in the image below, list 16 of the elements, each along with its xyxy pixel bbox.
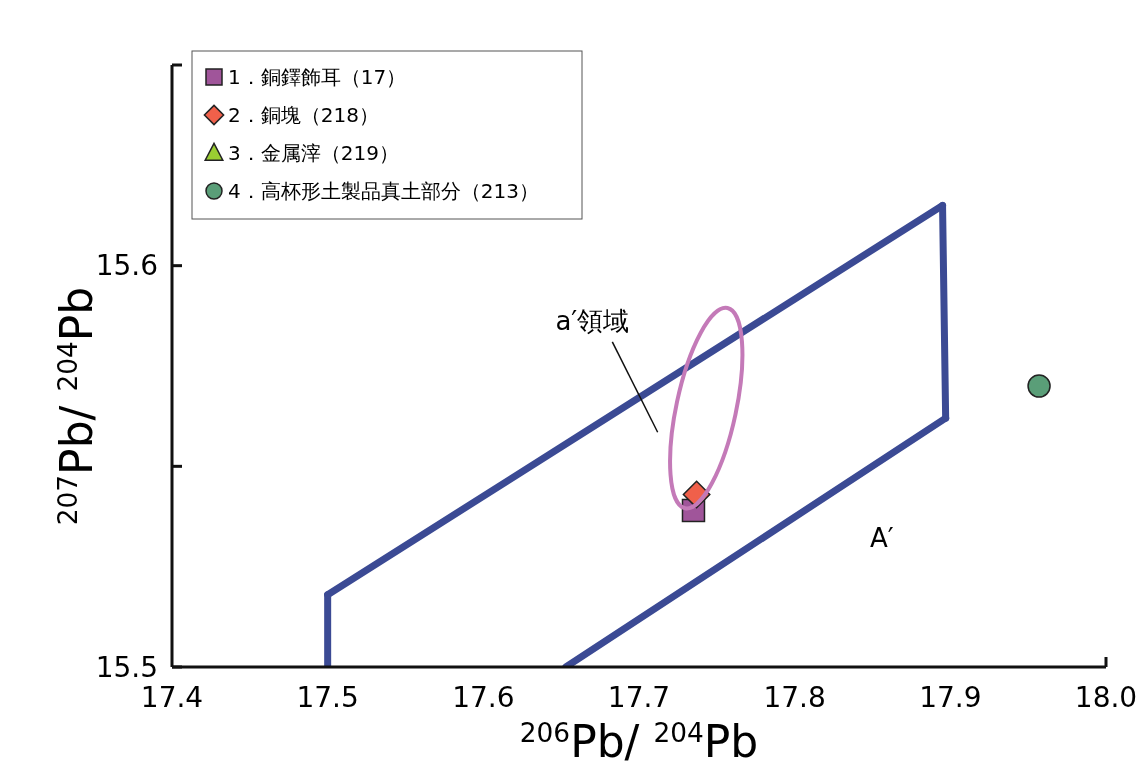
x-tick-label: 17.9 bbox=[919, 681, 982, 714]
legend-label: 2．銅塊（218） bbox=[228, 103, 379, 127]
x-tick-label: 17.7 bbox=[607, 681, 671, 714]
x-tick-label: 18.0 bbox=[1074, 681, 1138, 714]
legend-label: 1．銅鐸飾耳（17） bbox=[228, 65, 407, 89]
legend-label: 4．高杯形土製品真土部分（213） bbox=[228, 179, 539, 203]
x-axis-title: $^{206}$Pb/ $^{204}$Pb bbox=[519, 716, 759, 767]
legend-label: 3．金属滓（219） bbox=[228, 141, 399, 165]
y-tick-label: 15.5 bbox=[95, 650, 158, 684]
x-tick-label: 17.4 bbox=[140, 681, 204, 714]
x-tick-label: 17.6 bbox=[452, 681, 515, 714]
annotation: a′領域 bbox=[555, 305, 630, 336]
x-tick-label: 17.5 bbox=[296, 681, 359, 714]
annotation: A′ bbox=[869, 522, 894, 553]
y-tick-label: 15.6 bbox=[95, 249, 158, 283]
x-tick-label: 17.8 bbox=[763, 681, 826, 714]
